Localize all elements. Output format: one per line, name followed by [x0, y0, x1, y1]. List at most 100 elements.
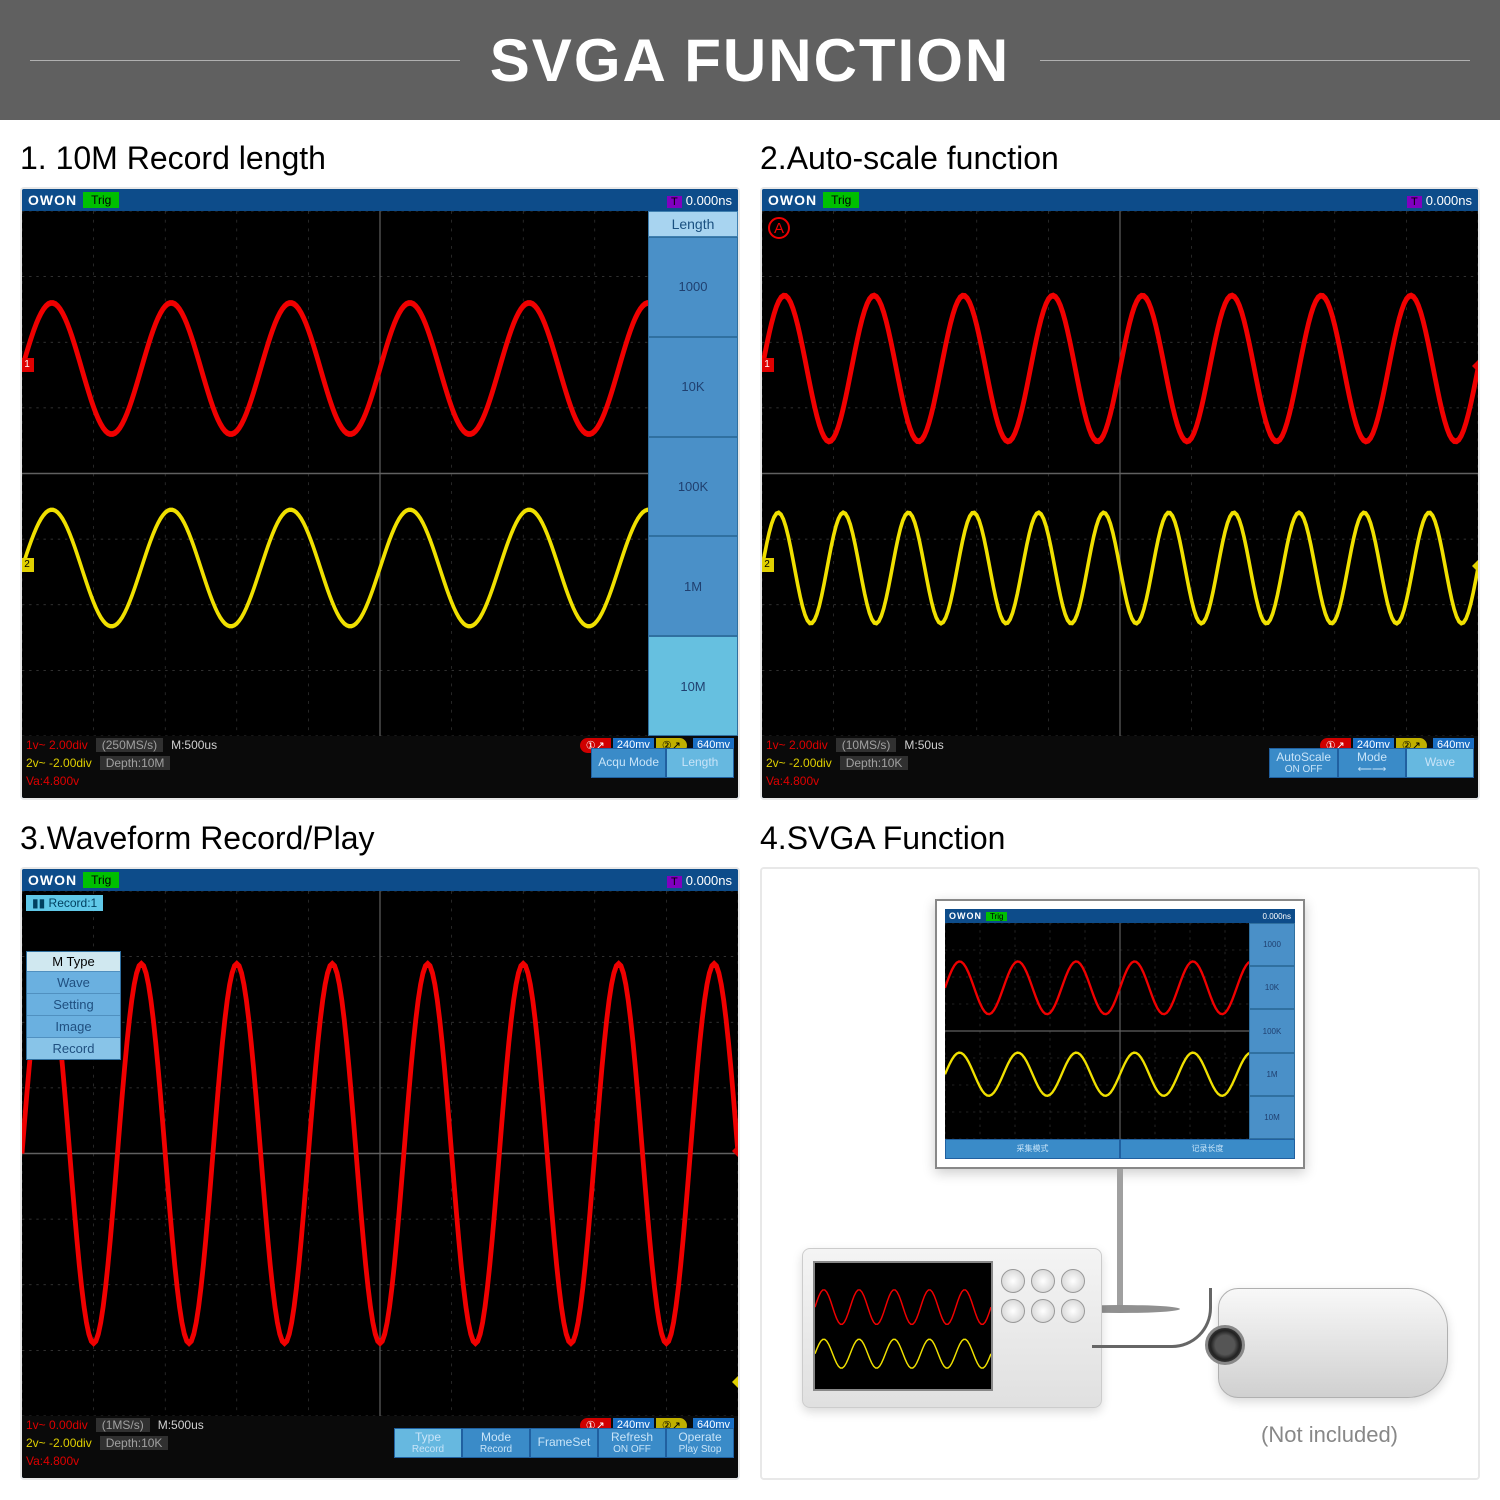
device-lcd [813, 1261, 993, 1391]
mini-plot: 1000 10K 100K 1M 10M [945, 923, 1295, 1139]
scope-3-topbar: OWON Trig T0.000ns [22, 869, 738, 891]
timebase-readout: M:500us [158, 1418, 204, 1432]
ch1-trigger-arrow [724, 1143, 740, 1159]
mini-100k: 100K [1249, 1009, 1295, 1052]
length-10k[interactable]: 10K [648, 337, 738, 437]
ch1-marker: 1 [760, 358, 774, 372]
length-panel-title: Length [648, 211, 738, 237]
mini-1m: 1M [1249, 1053, 1295, 1096]
mini-brand: OWON [949, 911, 982, 921]
time-prefix: T [1407, 196, 1422, 208]
autoset-marker: A [768, 217, 790, 239]
panel-4-body: OWON Trig 0.000ns 1000 10K 100K 1M 1 [760, 867, 1480, 1480]
feature-grid: 1. 10M Record length OWON Trig T0.000ns … [0, 120, 1500, 1500]
projector-device [1218, 1288, 1448, 1398]
length-1m[interactable]: 1M [648, 536, 738, 636]
time-cursor: T0.000ns [667, 873, 732, 888]
scope-2: OWON Trig T0.000ns A 1 2 1v~ 2.00div (10… [762, 189, 1478, 798]
length-10m[interactable]: 10M [648, 636, 738, 736]
ch2-readout: 2v~ -2.00div [766, 756, 832, 770]
header-band: SVGA FUNCTION [0, 0, 1500, 120]
scope-1-bottom: 1v~ 2.00div (250MS/s) M:500us ①↗240mv ②↗… [22, 736, 738, 798]
projected-scope: OWON Trig 0.000ns 1000 10K 100K 1M 1 [945, 909, 1295, 1159]
knob-icon [1001, 1299, 1025, 1323]
length-100k[interactable]: 100K [648, 437, 738, 537]
time-prefix: T [667, 876, 682, 888]
panel-3-body: OWON Trig T0.000ns ▮▮ Record:1 M Type Wa… [20, 867, 740, 1480]
mini-1000: 1000 [1249, 923, 1295, 966]
mini-topbar: OWON Trig 0.000ns [945, 909, 1295, 923]
wave-svg-4 [945, 923, 1295, 1139]
type-record[interactable]: Record [27, 1037, 120, 1059]
knob-icon [1001, 1269, 1025, 1293]
rate-readout: (1MS/s) [96, 1418, 150, 1432]
panel-1-body: OWON Trig T0.000ns 1 2 Length 1000 10K 1… [20, 187, 740, 800]
mini-btn-1: 采集模式 [945, 1139, 1120, 1159]
mini-bottom: 采集模式 记录长度 [945, 1139, 1295, 1159]
header-title: SVGA FUNCTION [490, 26, 1010, 95]
brand-logo: OWON [28, 872, 77, 888]
readout-row-3: Va:4.800v [762, 772, 1478, 790]
knob-icon [1031, 1269, 1055, 1293]
scope-3-bottom: 1v~ 0.00div (1MS/s) M:500us ①↗240mv ②↗64… [22, 1416, 738, 1478]
type-wave[interactable]: Wave [27, 971, 120, 993]
rate-readout: (10MS/s) [836, 738, 897, 752]
readout-row-3: Va:4.800v [22, 772, 738, 790]
scope-1-topbar: OWON Trig T0.000ns [22, 189, 738, 211]
type-image[interactable]: Image [27, 1015, 120, 1037]
panel-1-title: 1. 10M Record length [20, 140, 740, 177]
panel-4-title: 4.SVGA Function [760, 820, 1480, 857]
va-readout: Va:4.800v [766, 774, 819, 788]
ch2-trigger-arrow [1464, 558, 1480, 574]
ch1-readout: 1v~ 0.00div [26, 1418, 88, 1432]
record-badge: ▮▮ Record:1 [26, 895, 103, 911]
length-1000[interactable]: 1000 [648, 237, 738, 337]
svga-scene: OWON Trig 0.000ns 1000 10K 100K 1M 1 [762, 869, 1478, 1478]
brand-logo: OWON [768, 192, 817, 208]
knob-icon [1061, 1269, 1085, 1293]
scope-1-plot[interactable]: 1 2 Length 1000 10K 100K 1M 10M [22, 211, 738, 736]
wave-svg-1 [22, 211, 738, 736]
wave-svg-3 [22, 891, 738, 1416]
wave-svg-5 [815, 1263, 991, 1389]
mini-btn-2: 记录长度 [1120, 1139, 1295, 1159]
ch1-trigger-arrow [1464, 358, 1480, 374]
scope-3: OWON Trig T0.000ns ▮▮ Record:1 M Type Wa… [22, 869, 738, 1478]
scope-2-plot[interactable]: A 1 2 [762, 211, 1478, 736]
panel-3-title: 3.Waveform Record/Play [20, 820, 740, 857]
trig-badge: Trig [83, 872, 119, 888]
panel-3: 3.Waveform Record/Play OWON Trig T0.000n… [20, 820, 740, 1480]
ch2-readout: 2v~ -2.00div [26, 756, 92, 770]
depth-readout: Depth:10M [100, 756, 171, 770]
panel-4: 4.SVGA Function OWON Trig 0.000ns 1000 [760, 820, 1480, 1480]
scope-3-plot[interactable]: ▮▮ Record:1 M Type Wave Setting Image Re… [22, 891, 738, 1416]
time-cursor: T0.000ns [667, 193, 732, 208]
ch2-marker: 2 [760, 558, 774, 572]
scope-2-topbar: OWON Trig T0.000ns [762, 189, 1478, 211]
panel-1: 1. 10M Record length OWON Trig T0.000ns … [20, 140, 740, 800]
scope-2-bottom: 1v~ 2.00div (10MS/s) M:50us ①↗240mv ②↗64… [762, 736, 1478, 798]
header-line-right [1040, 60, 1470, 61]
rate-readout: (250MS/s) [96, 738, 163, 752]
mini-10k: 10K [1249, 966, 1295, 1009]
readout-row-2: 2v~ -2.00div Depth:10K AutoScaleON OFF M… [762, 754, 1478, 772]
knob-icon [1031, 1299, 1055, 1323]
length-side-panel: Length 1000 10K 100K 1M 10M [648, 211, 738, 736]
mini-side-panel: 1000 10K 100K 1M 10M [1249, 923, 1295, 1139]
trig-badge: Trig [83, 192, 119, 208]
type-menu-title: M Type [27, 952, 120, 971]
type-setting[interactable]: Setting [27, 993, 120, 1015]
ch2-readout: 2v~ -2.00div [26, 1436, 92, 1450]
scope-1: OWON Trig T0.000ns 1 2 Length 1000 10K 1… [22, 189, 738, 798]
readout-row-2: 2v~ -2.00div Depth:10M Acqu Mode Length [22, 754, 738, 772]
device-controls [1001, 1269, 1091, 1323]
mini-10m: 10M [1249, 1096, 1295, 1139]
timebase-readout: M:50us [904, 738, 943, 752]
knob-icon [1061, 1299, 1085, 1323]
ch1-marker: 1 [20, 358, 34, 372]
wave-svg-2 [762, 211, 1478, 736]
brand-logo: OWON [28, 192, 77, 208]
cable-icon [1092, 1288, 1212, 1348]
projection-screen: OWON Trig 0.000ns 1000 10K 100K 1M 1 [935, 899, 1305, 1169]
va-readout: Va:4.800v [26, 774, 79, 788]
